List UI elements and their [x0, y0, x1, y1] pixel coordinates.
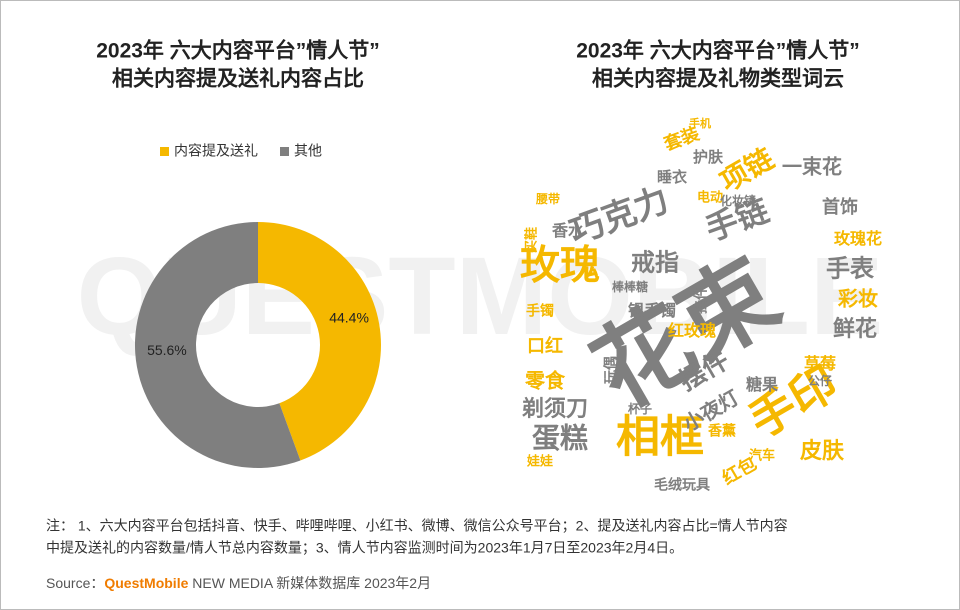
legend-label: 其他 [294, 143, 322, 159]
chart-title: 2023年 六大内容平台”情人节” [576, 39, 860, 63]
word: 红玫瑰 [668, 321, 716, 340]
word: 汽车 [749, 447, 775, 462]
word: 挂件 [693, 286, 709, 314]
word: 首饰 [822, 196, 858, 217]
word: 一束花 [782, 155, 842, 178]
word: 电动 [697, 189, 723, 204]
legend-swatch [280, 147, 289, 156]
chart-title: 2023年 六大内容平台”情人节” [96, 39, 380, 63]
legend-swatch [160, 147, 169, 156]
word: 蛋糕 [532, 422, 588, 453]
note: 注： 1、六大内容平台包括抖音、快手、哔哩哔哩、小红书、微博、微信公众号平台；2… [46, 518, 788, 535]
word: 银手镯 [628, 301, 676, 320]
word: 口红 [527, 335, 563, 356]
data-label: 44.4% [329, 310, 369, 326]
data-label: 55.6% [147, 342, 187, 358]
word: 睡衣 [657, 168, 687, 186]
word: 剃须刀 [522, 396, 588, 421]
word: 买鞋 [523, 227, 538, 253]
word: 零食 [524, 368, 566, 392]
source-rest: NEW MEDIA 新媒体数据库 2023年2月 [188, 575, 431, 591]
word: 彩妆 [837, 286, 878, 310]
donut-segment [258, 222, 381, 461]
word: 腰带 [535, 191, 560, 206]
chart-title: 相关内容提及送礼内容占比 [112, 67, 364, 91]
word: 手镯 [526, 303, 554, 319]
word: 手表 [826, 254, 875, 282]
word: 化妆镜 [720, 193, 756, 208]
word: 皮肤 [800, 438, 845, 463]
word: 香水 [551, 221, 585, 240]
word: 棒棒糖 [612, 279, 648, 294]
word: 香薰 [707, 423, 736, 439]
word: 玫瑰花 [834, 229, 882, 248]
source: Source：QuestMobile NEW MEDIA 新媒体数据库 2023… [46, 575, 431, 591]
donut-segment [134, 222, 301, 468]
source-label: Source： [46, 575, 104, 591]
word: 玫瑰 [520, 244, 600, 288]
word: 草莓 [804, 354, 836, 373]
word: 玩偶 [603, 356, 619, 384]
word: 手机 [689, 116, 711, 130]
source-brand: QuestMobile [104, 575, 188, 591]
word: 娃娃 [526, 453, 553, 468]
word: 戒指 [631, 249, 679, 276]
word: 毛绒玩具 [654, 477, 710, 493]
word: 杯子 [628, 401, 652, 416]
note: 中提及送礼的内容数量/情人节总内容数量；3、情人节内容监测时间为2023年1月7… [46, 540, 683, 557]
word: 公仔 [808, 373, 832, 388]
word: 鲜花 [833, 316, 877, 341]
legend-label: 内容提及送礼 [174, 143, 258, 159]
word: 糖果 [746, 375, 778, 394]
chart-title: 相关内容提及礼物类型词云 [592, 67, 844, 91]
word: 护肤 [693, 148, 724, 166]
word: 相框 [616, 413, 704, 462]
